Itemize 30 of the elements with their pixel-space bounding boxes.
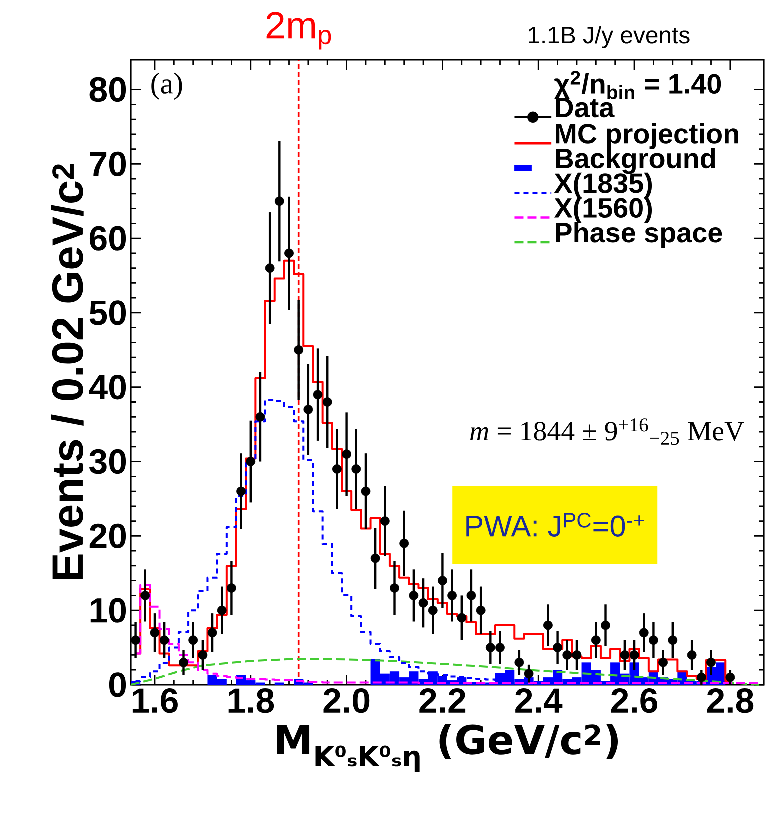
annotation: (a) — [152, 72, 182, 100]
y-tick-label: 10 — [90, 598, 126, 623]
y-tick-label: 20 — [90, 524, 126, 549]
legend-label: X(1560) — [554, 198, 652, 224]
y-tick-label: 80 — [90, 77, 126, 102]
legend-label: Data — [556, 98, 615, 118]
x-tick-label: 1.8 — [228, 688, 274, 714]
x-tick-label: 2.4 — [516, 688, 563, 713]
legend-label: X(1835) — [554, 172, 652, 199]
text: 1.1B J/y events — [529, 26, 690, 48]
x-tick-label: 2.8 — [707, 688, 754, 714]
legend-title: χ$^{2}$/n$_{bin}$ = 1.40 — [554, 71, 722, 100]
y-tick-label: 40 — [89, 375, 126, 400]
x-tick-label: 2.0 — [324, 688, 370, 714]
legend-label: Background — [556, 148, 716, 174]
y-tick-label: 50 — [90, 300, 126, 326]
annotation: PWA: J$^{PC}$=0$^{-+}$ — [466, 513, 644, 537]
ref-line-label: 2m$_{p}$ — [266, 12, 332, 50]
y-tick-label: 60 — [90, 226, 126, 251]
x-tick-label: 2.2 — [420, 688, 466, 713]
legend-label: MC projection — [556, 123, 738, 150]
y-tick-label: 30 — [89, 449, 126, 474]
x-tick-label: 2.6 — [611, 688, 658, 714]
y-axis-title: Events / 0.02 GeV/c$^{2}$ — [51, 164, 84, 580]
y-tick-label: 0 — [109, 672, 126, 698]
x-tick-label: 1.6 — [132, 688, 178, 714]
x-axis-title: M$_{K⁰ₛK⁰ₛη}$ (GeV/c$^{2}$) — [277, 724, 618, 772]
y-tick-label: 70 — [90, 152, 126, 177]
annotation: m = 1844 ± 9$^{+16}$$_{−25}$ MeV — [470, 418, 744, 446]
legend-label: Phase space — [556, 222, 722, 248]
